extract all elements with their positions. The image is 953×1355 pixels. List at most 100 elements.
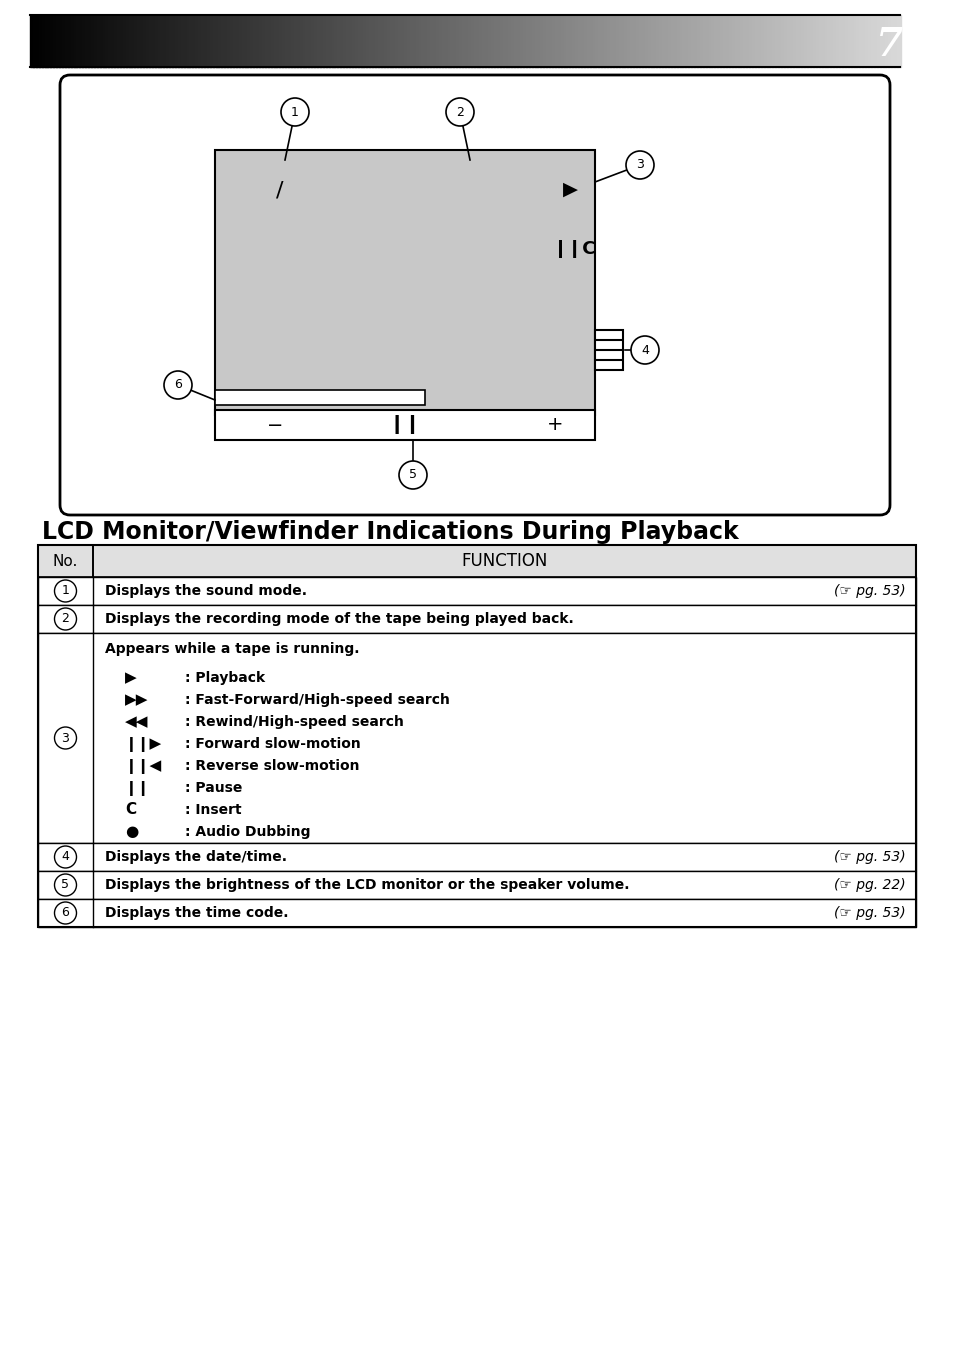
Text: No.: No. [52,553,78,569]
Bar [352,15,355,66]
Bar [549,15,553,66]
Bar [346,15,350,66]
Bar [38,545,915,577]
Text: Displays the date/time.: Displays the date/time. [105,850,287,864]
Text: 5: 5 [61,878,70,892]
Bar [154,15,158,66]
Circle shape [281,98,309,126]
Bar [198,15,202,66]
Bar [256,15,260,66]
Text: : Insert: : Insert [185,804,241,817]
Bar [137,15,141,66]
Bar [36,15,40,66]
Text: FUNCTION: FUNCTION [461,551,547,570]
Bar [803,15,807,66]
Bar [413,15,416,66]
Circle shape [398,461,427,489]
Bar [85,15,89,66]
Bar [79,15,83,66]
Bar [832,15,837,66]
Bar [436,15,439,66]
Bar [271,15,274,66]
Bar [560,15,564,66]
Bar [502,15,506,66]
Bar [247,15,252,66]
Bar [700,15,703,66]
Bar [355,15,358,66]
Bar [572,15,576,66]
Bar [737,15,740,66]
Bar [537,15,541,66]
Text: : Pause: : Pause [185,780,242,795]
Bar [722,15,726,66]
Bar [801,15,804,66]
Bar [424,15,428,66]
Bar [476,15,480,66]
Bar [461,15,465,66]
Bar [383,15,387,66]
Bar [204,15,208,66]
Bar [322,15,327,66]
Bar [91,15,94,66]
Bar [884,15,888,66]
Bar [609,15,614,66]
Text: C: C [125,802,136,817]
Bar [214,411,595,440]
Bar [349,15,353,66]
Bar [389,15,393,66]
Bar [578,15,581,66]
Bar [841,15,845,66]
Bar [766,15,770,66]
Bar [392,15,396,66]
Bar [867,15,871,66]
Bar [288,15,292,66]
Bar [789,15,793,66]
Bar [775,15,779,66]
Bar [580,15,584,66]
Circle shape [630,336,659,364]
Text: : Reverse slow-motion: : Reverse slow-motion [185,759,359,772]
Text: LCD Monitor/Viewfinder Indications During Playback: LCD Monitor/Viewfinder Indications Durin… [42,520,738,543]
Bar [184,15,188,66]
Bar [157,15,161,66]
Text: ▶: ▶ [562,180,577,199]
Bar [340,15,344,66]
Bar [598,15,601,66]
Bar [221,15,225,66]
Bar [38,577,915,604]
Bar [836,15,840,66]
Bar [377,15,381,66]
Bar [812,15,816,66]
Bar [873,15,877,66]
Text: Displays the time code.: Displays the time code. [105,906,288,920]
Text: ❙❙▶: ❙❙▶ [125,737,162,752]
Bar [491,15,495,66]
Bar [720,15,723,66]
Circle shape [164,371,192,398]
Bar [134,15,138,66]
Bar [853,15,857,66]
Text: : Forward slow-motion: : Forward slow-motion [185,737,360,751]
Bar [38,604,915,633]
Bar [238,15,242,66]
Bar [366,15,370,66]
Bar [169,15,172,66]
Bar [218,15,222,66]
Bar [769,15,773,66]
Bar [661,15,665,66]
Bar [809,15,813,66]
Bar [42,15,46,66]
Bar [39,15,43,66]
Bar [569,15,573,66]
Bar [65,15,69,66]
Text: 3: 3 [62,732,70,744]
Text: : Audio Dubbing: : Audio Dubbing [185,825,310,839]
Bar [316,15,320,66]
Bar [650,15,654,66]
Bar [120,15,124,66]
Bar [335,15,338,66]
Bar [112,15,115,66]
Circle shape [54,580,76,602]
Bar [508,15,512,66]
Text: 2: 2 [62,612,70,626]
